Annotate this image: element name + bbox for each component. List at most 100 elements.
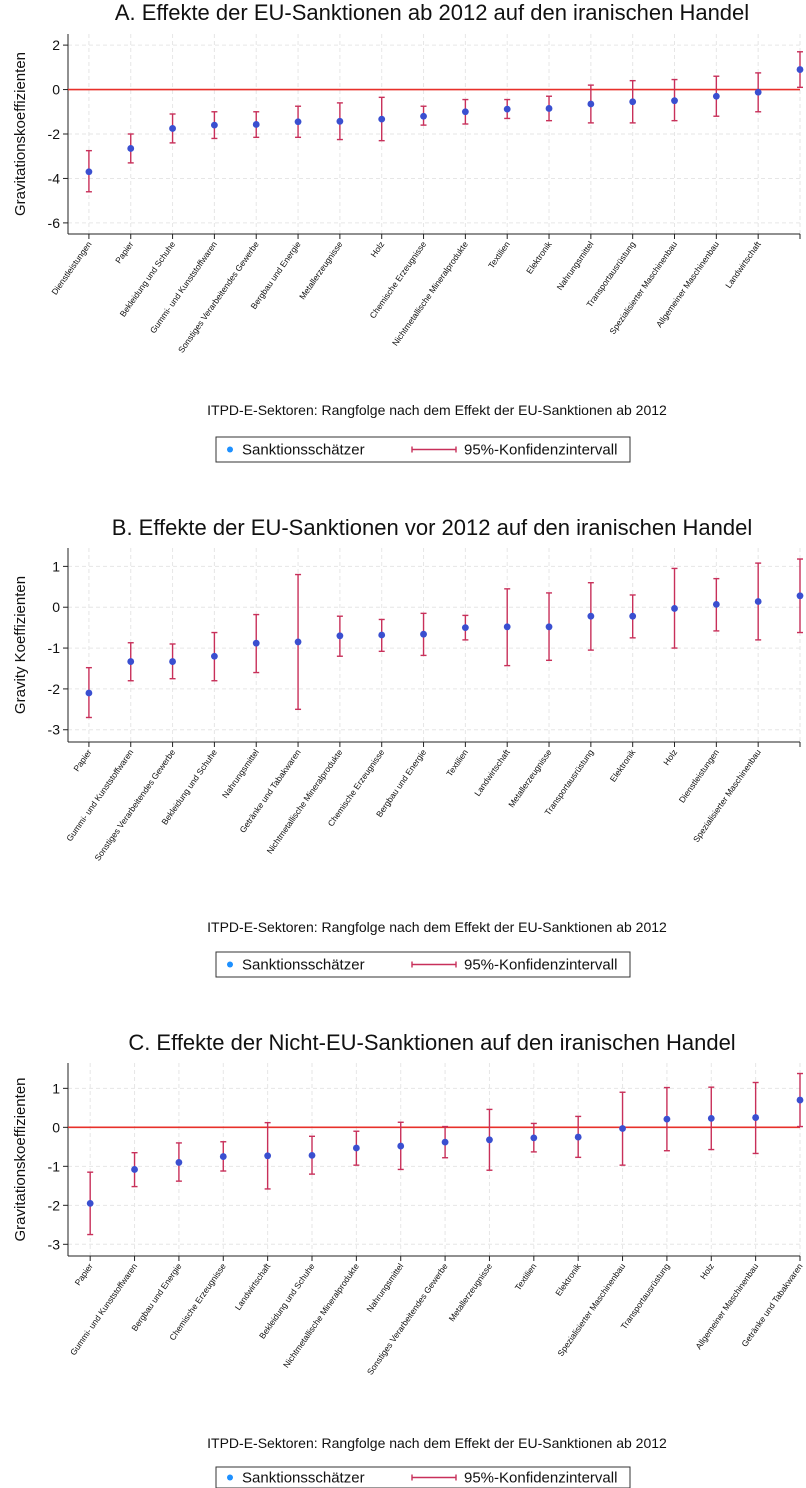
estimate-point	[707, 1114, 715, 1122]
y-tick-label: -2	[48, 126, 61, 142]
legend: Sanktionsschätzer 95%-Konfidenzintervall	[215, 1466, 631, 1488]
estimate-point	[530, 1134, 538, 1142]
y-axis-label: Gravitationskoeffizienten	[12, 1078, 29, 1242]
y-tick-label: -2	[48, 681, 61, 697]
estimate-point	[754, 88, 762, 96]
estimate-point	[175, 1159, 183, 1166]
estimate-point	[796, 66, 804, 73]
x-tick-label: Sonstiges Verarbeitendes Gewerbe	[92, 747, 177, 862]
y-tick-label: -3	[48, 722, 61, 738]
estimate-point	[629, 612, 637, 620]
estimate-point	[308, 1152, 316, 1159]
estimate-point	[671, 605, 678, 612]
legend-point-marker	[227, 961, 233, 968]
estimate-point	[752, 1114, 760, 1121]
estimate-point	[336, 632, 344, 640]
estimate-point	[294, 638, 302, 646]
y-tick-label: 0	[52, 599, 60, 615]
x-tick-label: Holz	[368, 239, 386, 259]
legend-label-estimate: Sanktionsschätzer	[242, 957, 365, 974]
x-tick-label: Transportausrüstung	[619, 1261, 672, 1331]
x-tick-label: Sonstiges Verarbeitendes Gewerbe	[176, 239, 261, 354]
estimate-point	[131, 1166, 138, 1173]
legend-point-marker	[227, 1474, 233, 1481]
x-tick-label: Dienstleistungen	[677, 747, 721, 804]
y-tick-label: -3	[48, 1236, 61, 1252]
y-axis-label: Gravity Koeffizienten	[12, 576, 29, 714]
estimate-point	[294, 118, 302, 126]
chart-title: B. Effekte der EU-Sanktionen vor 2012 au…	[112, 515, 752, 540]
y-tick-label: -1	[48, 1158, 61, 1174]
x-axis-label: ITPD-E-Sektoren: Rangfolge nach dem Effe…	[207, 919, 667, 935]
estimate-point	[378, 631, 386, 639]
estimate-point	[545, 623, 553, 631]
chart-panel-c: C. Effekte der Nicht-EU-Sanktionen auf d…	[12, 1030, 805, 1488]
gridlines	[68, 548, 801, 742]
estimate-point	[352, 1144, 360, 1152]
estimate-point	[587, 612, 595, 620]
y-tick-label: -6	[48, 215, 61, 231]
estimate-point	[629, 98, 637, 106]
y-tick-label: -4	[48, 170, 61, 186]
estimate-point	[503, 623, 511, 631]
x-tick-label: Landwirtschaft	[723, 239, 763, 290]
x-tick-label: Textilien	[513, 1261, 539, 1292]
estimate-point	[86, 1199, 94, 1207]
chart-panel-a: A. Effekte der EU-Sanktionen ab 2012 auf…	[12, 0, 804, 463]
legend-label-estimate: Sanktionsschätzer	[242, 442, 365, 459]
legend-label-ci: 95%-Konfidenzintervall	[464, 442, 617, 459]
estimate-point	[671, 97, 678, 105]
estimate-point	[619, 1125, 626, 1132]
x-tick-label: Nahrungsmittel	[364, 1261, 405, 1314]
y-tick-label: -2	[48, 1197, 61, 1213]
estimate-point	[336, 117, 344, 125]
estimate-point	[85, 689, 93, 697]
x-tick-label: Elektronik	[608, 747, 638, 784]
estimate-point	[712, 92, 720, 100]
estimate-point	[796, 1096, 804, 1104]
estimate-point	[378, 115, 386, 123]
estimate-point	[211, 652, 218, 660]
y-tick-label: -1	[48, 640, 61, 656]
legend-label-estimate: Sanktionsschätzer	[242, 1470, 365, 1487]
legend-label-ci: 95%-Konfidenzintervall	[464, 1470, 617, 1487]
x-tick-label: Bergbau und Energie	[129, 1261, 183, 1333]
x-tick-label: Papier	[71, 747, 93, 773]
x-tick-label: Nahrungsmittel	[555, 239, 596, 292]
x-tick-label: Metallerzeugnisse	[297, 239, 345, 301]
estimate-point	[127, 658, 135, 665]
x-tick-label: Sonstiges Verarbeitendes Gewerbe	[365, 1261, 450, 1376]
estimate-point	[420, 112, 427, 120]
estimate-point	[127, 145, 135, 152]
estimate-point	[663, 1115, 671, 1123]
y-tick-label: 0	[52, 1119, 60, 1135]
x-tick-label: Nichtmetallische Mineralprodukte	[390, 239, 470, 348]
y-tick-label: 1	[52, 1080, 60, 1096]
chart-title: A. Effekte der EU-Sanktionen ab 2012 auf…	[115, 0, 749, 25]
estimate-point	[211, 121, 218, 129]
x-tick-label: Metallerzeugnisse	[506, 747, 554, 809]
x-axis-label: ITPD-E-Sektoren: Rangfolge nach dem Effe…	[207, 1435, 667, 1451]
estimate-point	[441, 1138, 449, 1146]
x-tick-label: Papier	[113, 239, 135, 265]
y-tick-label: 2	[52, 37, 60, 53]
estimate-point	[169, 125, 176, 132]
estimate-point	[461, 624, 469, 632]
x-tick-label: Holz	[661, 747, 679, 767]
chart-title: C. Effekte der Nicht-EU-Sanktionen auf d…	[128, 1030, 735, 1055]
x-tick-label: Holz	[698, 1261, 716, 1281]
x-tick-label: Landwirtschaft	[233, 1261, 273, 1312]
x-tick-label: Textilien	[444, 747, 470, 778]
x-tick-label: Nichtmetallische Mineralprodukte	[265, 747, 345, 856]
gridlines	[68, 34, 801, 234]
x-axis-label: ITPD-E-Sektoren: Rangfolge nach dem Effe…	[207, 402, 667, 418]
estimate-point	[264, 1152, 272, 1160]
y-axis-label: Gravitationskoeffizienten	[12, 52, 29, 216]
x-tick-label: Papier	[73, 1261, 95, 1287]
x-tick-label: Metallerzeugnisse	[447, 1261, 495, 1323]
legend: Sanktionsschätzer 95%-Konfidenzintervall	[215, 436, 631, 463]
estimate-point	[169, 658, 176, 665]
x-tick-label: Textilien	[486, 239, 512, 270]
estimate-point	[85, 168, 93, 176]
